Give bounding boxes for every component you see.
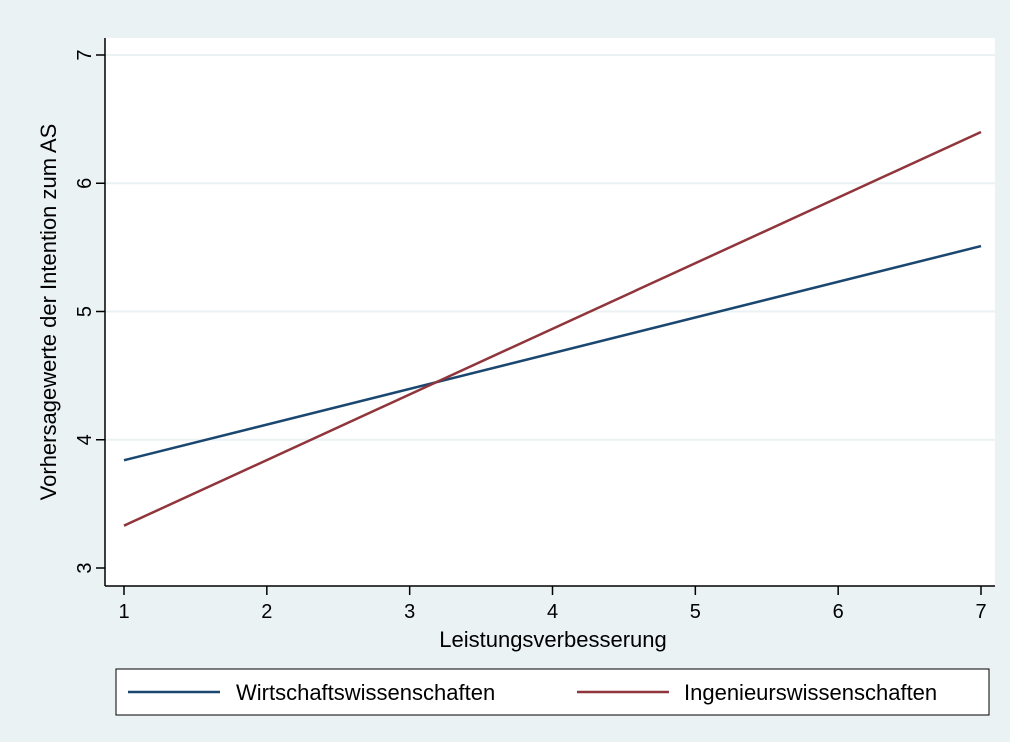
x-tick-label-1: 1 <box>118 601 129 623</box>
grid-lines <box>105 54 995 441</box>
legend: Wirtschaftswissenschaften Ingenieurswiss… <box>115 668 990 716</box>
y-tick-label-6: 6 <box>74 178 96 189</box>
x-tick-label-4: 4 <box>547 601 558 623</box>
y-tick-label-7: 7 <box>74 49 96 60</box>
x-tick-label-3: 3 <box>404 601 415 623</box>
y-ticks: 3 4 5 6 7 <box>74 49 105 574</box>
x-tick-label-7: 7 <box>975 601 986 623</box>
series-lines <box>123 130 982 527</box>
legend-label-ingenieurswissenschaften: Ingenieurswissenschaften <box>684 680 937 705</box>
x-axis-title: Leistungsverbesserung <box>439 627 666 652</box>
x-tick-label-6: 6 <box>833 601 844 623</box>
x-tick-label-5: 5 <box>690 601 701 623</box>
y-tick-label-4: 4 <box>74 434 96 445</box>
series-line-wirtschaftswissenschaften <box>123 244 982 462</box>
x-ticks: 1 2 3 4 5 6 7 <box>118 586 987 623</box>
x-tick-label-2: 2 <box>261 601 272 623</box>
legend-box <box>115 668 990 716</box>
series-line-ingenieurswissenschaften <box>123 130 982 527</box>
legend-label-wirtschaftswissenschaften: Wirtschaftswissenschaften <box>236 680 495 705</box>
y-axis-title: Vorhersagewerte der Intention zum AS <box>36 124 61 501</box>
y-tick-label-5: 5 <box>74 306 96 317</box>
y-tick-label-3: 3 <box>74 562 96 573</box>
